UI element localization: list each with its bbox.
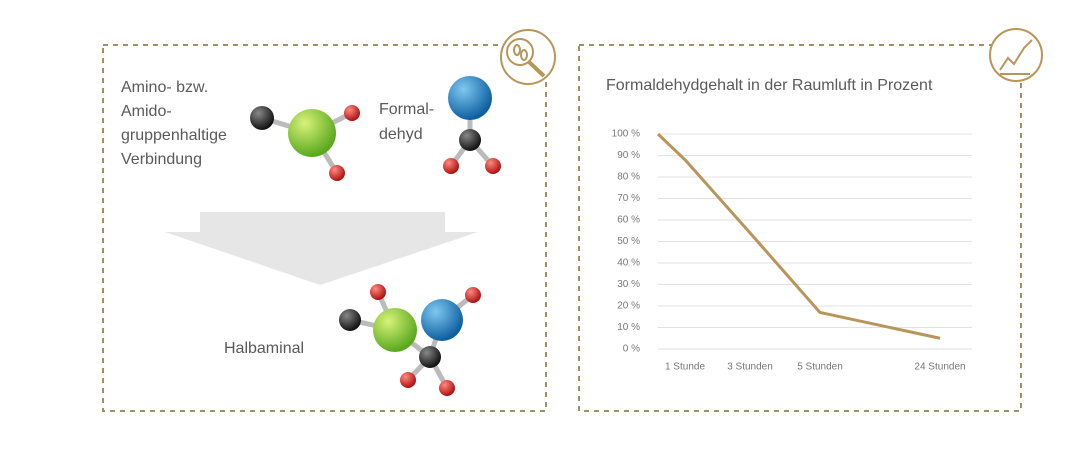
x-tick-label: 24 Stunden (914, 362, 965, 373)
x-tick-label: 1 Stunde (665, 362, 705, 373)
lab-icon (500, 29, 556, 85)
product-label: Halbaminal (224, 340, 304, 357)
y-tick-label: 0 % (623, 344, 640, 355)
right-panel (578, 44, 1022, 412)
reactant-2-label: Formal- (379, 101, 434, 118)
y-tick-label: 50 % (617, 236, 640, 247)
reactant-2-label: dehyd (379, 126, 423, 143)
y-tick-label: 70 % (617, 193, 640, 204)
molecule-formaldehyde (443, 76, 501, 174)
y-tick-label: 30 % (617, 279, 640, 290)
data-line (656, 132, 941, 340)
y-tick-label: 80 % (617, 172, 640, 183)
y-tick-label: 90 % (617, 150, 640, 161)
trend-icon (989, 28, 1043, 82)
reactant-1-label: gruppenhaltige (121, 127, 227, 144)
x-tick-label: 3 Stunden (727, 362, 773, 373)
reaction-arrow (165, 212, 478, 285)
molecule-amine (250, 105, 360, 181)
reactant-1-label: Amino- bzw. (121, 79, 208, 96)
y-tick-label: 10 % (617, 322, 640, 333)
x-tick-label: 5 Stunden (797, 362, 843, 373)
reactant-1-label: Verbindung (121, 151, 202, 168)
chart-title: Formaldehydgehalt in der Raumluft in Pro… (606, 77, 933, 94)
molecule-hemiaminal (339, 284, 481, 396)
y-tick-label: 60 % (617, 215, 640, 226)
y-tick-label: 40 % (617, 258, 640, 269)
reactant-1-label: Amido- (121, 103, 172, 120)
left-panel (102, 44, 547, 412)
y-tick-label: 100 % (612, 129, 640, 140)
y-tick-label: 20 % (617, 301, 640, 312)
